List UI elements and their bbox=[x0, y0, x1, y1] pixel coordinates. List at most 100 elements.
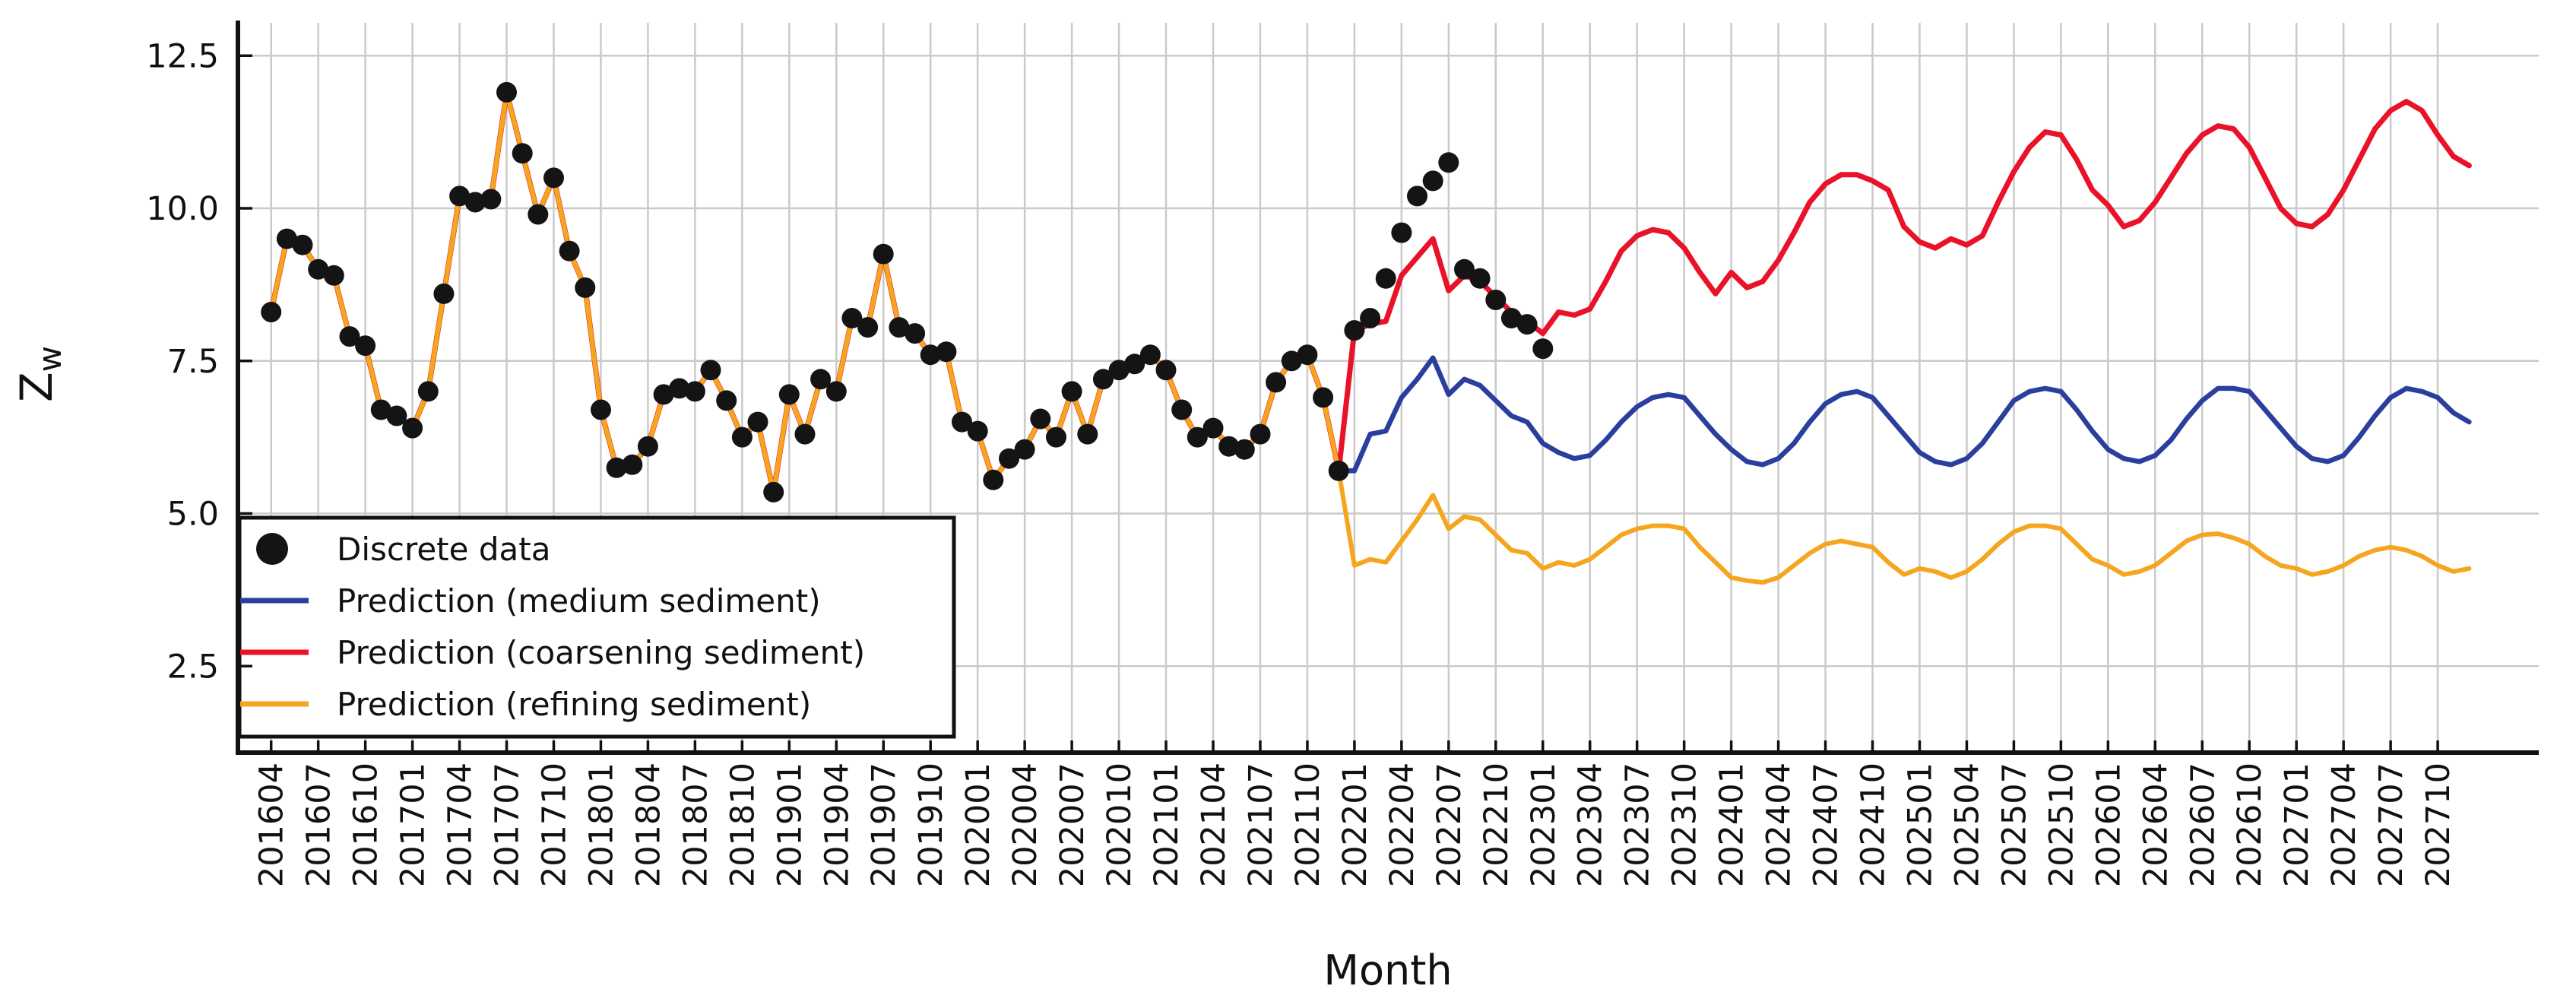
scatter-point bbox=[1438, 152, 1459, 173]
x-tick-label: 201801 bbox=[582, 762, 620, 887]
scatter-point bbox=[339, 326, 360, 347]
y-tick-label: 5.0 bbox=[167, 496, 219, 534]
legend-label-prediction-medium: Prediction (medium sediment) bbox=[337, 582, 821, 620]
scatter-point bbox=[528, 204, 549, 225]
scatter-point bbox=[936, 341, 957, 363]
x-tick-label: 201710 bbox=[535, 762, 573, 887]
x-tick-label: 202704 bbox=[2325, 762, 2363, 887]
scatter-point bbox=[1124, 353, 1145, 375]
scatter-point bbox=[512, 143, 533, 164]
scatter-point bbox=[999, 448, 1019, 469]
y-tick-label: 10.0 bbox=[146, 190, 219, 228]
scatter-point bbox=[433, 283, 455, 304]
x-tick-label: 202407 bbox=[1808, 762, 1846, 887]
scatter-point bbox=[1250, 423, 1271, 445]
scatter-point bbox=[1155, 360, 1177, 381]
scatter-point bbox=[747, 411, 768, 433]
x-tick-label: 202510 bbox=[2042, 762, 2080, 887]
x-tick-label: 201604 bbox=[253, 762, 291, 887]
scatter-point bbox=[1532, 338, 1554, 360]
scatter-point bbox=[967, 420, 988, 442]
scatter-point bbox=[731, 426, 753, 448]
legend-label-prediction-refining: Prediction (refining sediment) bbox=[337, 686, 811, 723]
x-tick-label: 202504 bbox=[1948, 762, 1986, 887]
scatter-point bbox=[1108, 360, 1130, 381]
scatter-point bbox=[449, 185, 471, 207]
scatter-point bbox=[464, 192, 486, 213]
scatter-point bbox=[480, 189, 502, 210]
scatter-point bbox=[889, 317, 910, 338]
scatter-point bbox=[825, 381, 847, 402]
scatter-point bbox=[810, 369, 832, 390]
legend-label-discrete-data: Discrete data bbox=[337, 531, 550, 568]
x-tick-label: 201910 bbox=[912, 762, 950, 887]
scatter-point bbox=[1344, 320, 1365, 341]
x-tick-label: 202201 bbox=[1336, 762, 1374, 887]
x-tick-label: 201610 bbox=[347, 762, 385, 887]
scatter-point bbox=[323, 265, 344, 286]
y-tick-label: 12.5 bbox=[146, 37, 219, 75]
scatter-point bbox=[778, 384, 800, 405]
scatter-point bbox=[402, 417, 423, 439]
legend-frame bbox=[237, 515, 956, 739]
scatter-point bbox=[1077, 423, 1098, 445]
x-tick-label: 202307 bbox=[1619, 762, 1657, 887]
x-tick-label: 202101 bbox=[1148, 762, 1186, 887]
scatter-point bbox=[1485, 290, 1507, 310]
x-tick-label: 202404 bbox=[1760, 762, 1798, 887]
legend-marker-discrete-data-icon bbox=[256, 533, 288, 565]
scatter-point bbox=[559, 240, 580, 262]
y-tick-label: 7.5 bbox=[167, 343, 219, 381]
scatter-point bbox=[1500, 308, 1522, 328]
scatter-point bbox=[1422, 170, 1443, 192]
x-tick-label: 201904 bbox=[818, 762, 856, 887]
x-tick-label: 201804 bbox=[629, 762, 667, 887]
x-tick-label: 202507 bbox=[1995, 762, 2033, 887]
x-tick-label: 202004 bbox=[1006, 762, 1044, 887]
x-tick-label: 202701 bbox=[2278, 762, 2316, 887]
scatter-point bbox=[1313, 387, 1334, 408]
scatter-point bbox=[1469, 268, 1491, 289]
x-tick-label: 202301 bbox=[1525, 762, 1563, 887]
x-tick-labels-layer: 201604 201607 201610 201701 201704 201707 2017… bbox=[253, 762, 2457, 887]
x-tick-label: 202110 bbox=[1289, 762, 1327, 887]
scatter-point bbox=[622, 454, 643, 475]
scatter-point bbox=[1375, 268, 1396, 289]
scatter-point bbox=[370, 399, 391, 420]
scatter-point bbox=[543, 167, 564, 189]
scatter-point bbox=[684, 381, 705, 402]
x-tick-label: 201607 bbox=[300, 762, 338, 887]
scatter-point bbox=[1407, 185, 1427, 207]
scatter-point bbox=[1014, 439, 1035, 460]
scatter-point bbox=[276, 228, 297, 249]
scatter-point bbox=[763, 481, 784, 502]
legend-box: Discrete data Prediction (medium sedimen… bbox=[237, 515, 956, 739]
x-tick-label: 202607 bbox=[2184, 762, 2222, 887]
scatter-points-layer bbox=[261, 81, 1554, 502]
x-tick-label: 201707 bbox=[489, 762, 527, 887]
x-tick-label: 202707 bbox=[2372, 762, 2410, 887]
x-tick-label: 202401 bbox=[1713, 762, 1751, 887]
scatter-point bbox=[873, 243, 894, 265]
x-tick-label: 202710 bbox=[2419, 762, 2457, 887]
scatter-point bbox=[1046, 426, 1066, 448]
scatter-point bbox=[308, 258, 329, 280]
x-tick-label: 202001 bbox=[959, 762, 997, 887]
scatter-point bbox=[1139, 344, 1161, 366]
x-axis-title: Month bbox=[1323, 946, 1452, 994]
scatter-point bbox=[841, 308, 863, 328]
scatter-point bbox=[700, 360, 721, 381]
scatter-point bbox=[983, 469, 1004, 490]
x-tick-label: 202010 bbox=[1101, 762, 1139, 887]
x-tick-label: 201907 bbox=[865, 762, 903, 887]
scatter-point bbox=[355, 335, 376, 357]
scatter-point bbox=[1202, 417, 1224, 439]
x-tick-label: 202501 bbox=[1901, 762, 1939, 887]
x-tick-label: 202604 bbox=[2137, 762, 2175, 887]
x-tick-label: 202104 bbox=[1195, 762, 1233, 887]
x-tick-label: 202207 bbox=[1431, 762, 1469, 887]
y-tick-labels-layer: 2.5 5.0 7.5 10.0 12.5 bbox=[146, 37, 219, 686]
x-tick-label: 202610 bbox=[2231, 762, 2269, 887]
